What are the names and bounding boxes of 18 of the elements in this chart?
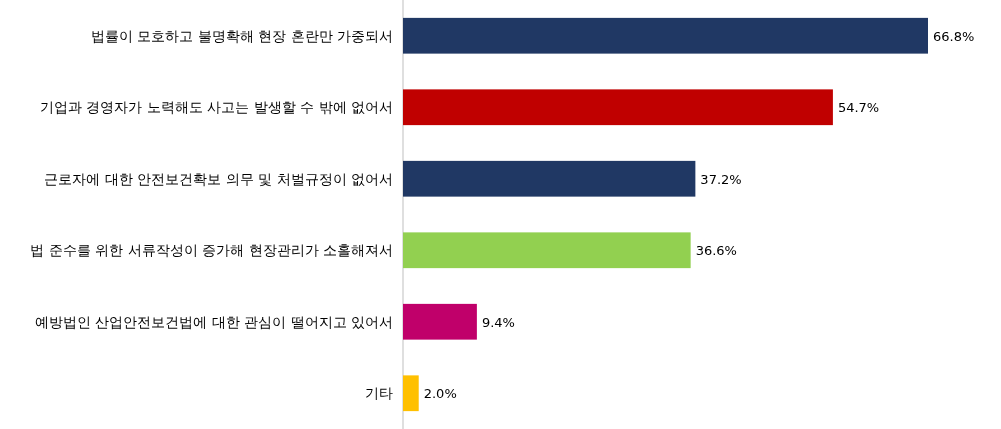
y-tick-label: 예방법인 산업안전보건법에 대한 관심이 떨어지고 있어서 bbox=[34, 313, 393, 330]
bar bbox=[403, 375, 419, 412]
y-tick-label: 기타 bbox=[365, 385, 393, 402]
bar bbox=[403, 17, 928, 54]
data-label: 54.7% bbox=[837, 100, 880, 116]
y-tick-label: 기업과 경영자가 노력해도 사고는 발생할 수 밖에 없어서 bbox=[39, 99, 393, 116]
bar bbox=[403, 303, 477, 340]
bar bbox=[403, 89, 833, 126]
y-tick-label: 근로자에 대한 안전보건확보 의무 및 처벌규정이 없어서 bbox=[44, 170, 393, 187]
data-label: 36.6% bbox=[695, 243, 737, 259]
bar bbox=[403, 232, 691, 269]
y-tick-label: 법률이 모호하고 불명확해 현장 혼란만 가중되서 bbox=[90, 27, 393, 44]
data-label: 37.2% bbox=[700, 171, 742, 187]
bar bbox=[403, 160, 696, 197]
y-tick-label: 법 준수를 위한 서류작성이 증가해 현장관리가 소홀해져서 bbox=[30, 242, 393, 259]
data-label: 9.4% bbox=[481, 314, 515, 330]
data-label: 66.8% bbox=[933, 28, 975, 44]
data-label: 2.0% bbox=[423, 386, 457, 402]
